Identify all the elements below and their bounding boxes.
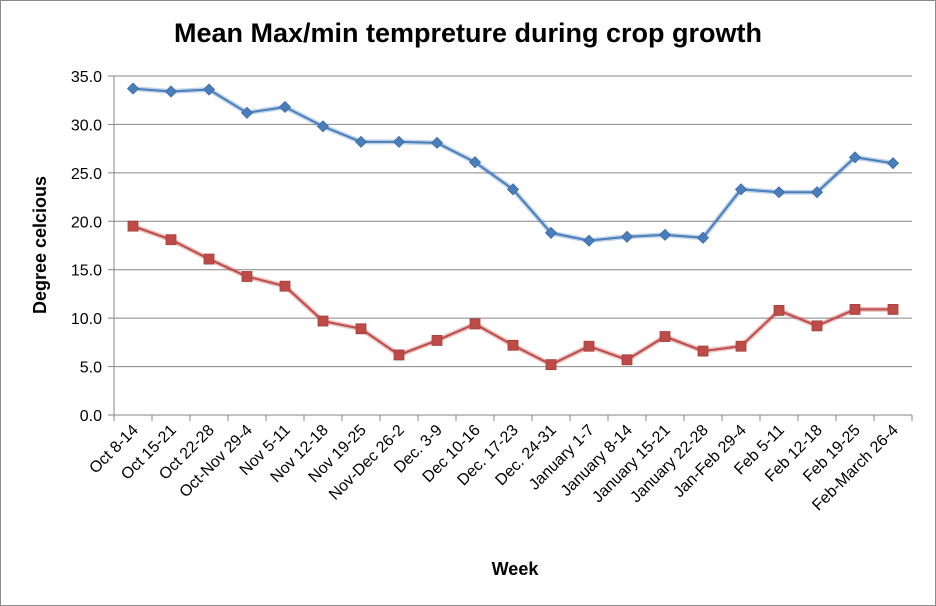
data-point: [506, 183, 520, 196]
data-point: [696, 231, 710, 244]
data-point: [316, 120, 330, 133]
chart-title: Mean Max/min tempreture during crop grow…: [174, 18, 762, 48]
data-point: [621, 354, 633, 366]
data-point: [317, 315, 329, 327]
data-point: [811, 320, 823, 332]
data-point: [507, 339, 519, 351]
data-point: [697, 345, 709, 357]
data-point: [583, 340, 595, 352]
x-axis-title: Week: [492, 559, 540, 579]
data-point: [203, 253, 215, 265]
data-point: [241, 271, 253, 282]
data-point: [127, 220, 139, 232]
data-point: [468, 156, 482, 169]
data-point: [658, 228, 672, 241]
y-tick-label: 10.0: [71, 311, 102, 328]
data-point: [810, 186, 824, 199]
data-point: [393, 349, 405, 361]
data-point: [887, 304, 899, 315]
data-point: [355, 323, 367, 335]
y-tick-label: 5.0: [80, 360, 102, 377]
y-tick-label: 30.0: [71, 117, 102, 134]
gridlines: [108, 75, 912, 416]
data-point: [430, 136, 444, 149]
y-tick-label: 25.0: [71, 166, 102, 183]
data-point: [279, 280, 291, 292]
y-axis-title: Degree celcious: [30, 176, 50, 314]
y-tick-label: 0.0: [80, 408, 102, 425]
data-point: [734, 183, 748, 196]
data-point: [886, 157, 900, 170]
y-tick-label: 20.0: [71, 214, 102, 231]
data-point: [582, 234, 596, 247]
axes: [113, 76, 913, 421]
data-point: [773, 304, 785, 316]
data-point: [126, 82, 140, 95]
data-point: [848, 151, 862, 164]
data-point: [278, 100, 292, 114]
series-2: [127, 220, 899, 371]
data-point: [164, 85, 178, 98]
data-point: [735, 340, 747, 352]
data-point: [392, 135, 406, 148]
data-point: [431, 335, 443, 346]
series-1: [126, 82, 900, 247]
data-point: [544, 226, 558, 239]
data-point: [469, 318, 481, 330]
data-point: [240, 106, 254, 119]
data-point: [202, 83, 216, 96]
data-point: [354, 135, 368, 148]
y-tick-labels: 0.0 5.0 10.0 15.0 20.0 25.0 30.0 35.0: [71, 69, 102, 425]
y-tick-label: 35.0: [71, 69, 102, 86]
data-point: [165, 234, 177, 246]
data-point: [849, 304, 861, 315]
data-point: [772, 186, 786, 199]
data-point: [620, 230, 634, 243]
data-series: [126, 82, 900, 371]
data-point: [659, 331, 671, 342]
y-tick-label: 15.0: [71, 263, 102, 280]
data-point: [545, 359, 557, 371]
